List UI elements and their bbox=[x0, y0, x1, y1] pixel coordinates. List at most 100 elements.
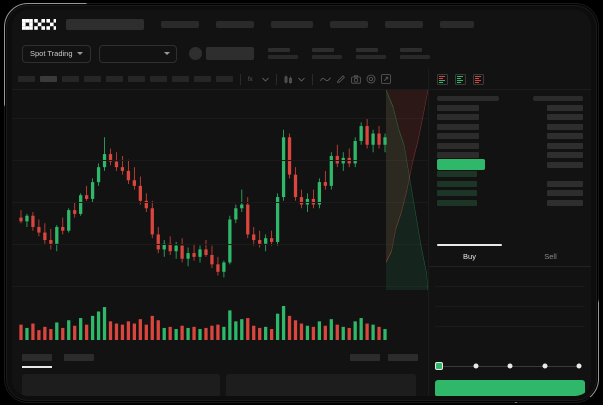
candle-body bbox=[258, 240, 262, 244]
nav-item-6[interactable] bbox=[440, 20, 474, 28]
order-field-2[interactable] bbox=[435, 287, 585, 307]
volume-bar bbox=[311, 326, 316, 340]
slider-stop-75[interactable] bbox=[542, 363, 547, 369]
nav-item-3[interactable] bbox=[271, 20, 313, 28]
bottom-action-2[interactable] bbox=[388, 353, 418, 361]
candlestick-chart[interactable] bbox=[12, 90, 428, 306]
okx-logo[interactable] bbox=[22, 18, 56, 30]
ticker-stat-value bbox=[267, 54, 298, 60]
candle-body bbox=[281, 137, 286, 198]
candle-body bbox=[228, 219, 232, 263]
amount-slider[interactable] bbox=[435, 360, 585, 372]
timeframe-button-9[interactable] bbox=[194, 76, 211, 82]
nav-item-5[interactable] bbox=[385, 20, 423, 28]
orderbook-ask-row[interactable] bbox=[437, 103, 583, 113]
trading-pair-select[interactable] bbox=[98, 44, 177, 63]
candle-body bbox=[252, 234, 256, 241]
volume-bar bbox=[329, 319, 333, 340]
global-search-input[interactable] bbox=[66, 18, 144, 30]
coin-avatar bbox=[188, 47, 202, 60]
indicators-button[interactable]: fx bbox=[248, 75, 257, 83]
tab-sell[interactable]: Sell bbox=[510, 247, 591, 266]
tab-buy[interactable]: Buy bbox=[429, 244, 510, 266]
timeframe-button-3[interactable] bbox=[62, 76, 79, 82]
bottom-tab-1[interactable] bbox=[22, 353, 52, 368]
nav-item-2[interactable] bbox=[216, 20, 254, 28]
orderbook-bid-row[interactable] bbox=[437, 189, 583, 199]
candle-body bbox=[90, 182, 95, 199]
order-field-3[interactable] bbox=[435, 307, 585, 327]
slider-handle[interactable] bbox=[435, 362, 443, 370]
slider-stop-100[interactable] bbox=[576, 363, 582, 369]
orderbook-bid-row[interactable] bbox=[437, 198, 583, 208]
volume-bar bbox=[180, 325, 184, 340]
buy-sell-tabs: Buy Sell bbox=[429, 244, 591, 267]
ask-price bbox=[437, 114, 479, 121]
timeframe-button-1[interactable] bbox=[18, 76, 35, 82]
timeframe-button-8[interactable] bbox=[172, 76, 189, 82]
volume-bar bbox=[216, 324, 220, 340]
slider-stop-50[interactable] bbox=[507, 363, 513, 369]
bottom-panel-1[interactable] bbox=[22, 374, 220, 396]
volume-bar bbox=[25, 327, 29, 340]
orderbook-bid-row[interactable] bbox=[437, 170, 583, 180]
orderbook-asks-icon[interactable] bbox=[473, 73, 484, 85]
orderbook-bid-row[interactable] bbox=[437, 179, 583, 189]
orderbook-ask-row[interactable] bbox=[437, 113, 583, 123]
candle-body bbox=[19, 217, 23, 222]
volume-bar bbox=[377, 326, 381, 340]
order-field-1[interactable] bbox=[435, 267, 585, 287]
chart-type-button[interactable] bbox=[284, 75, 293, 84]
volume-bar bbox=[293, 320, 298, 340]
timeframe-button-4[interactable] bbox=[84, 76, 101, 82]
spot-trading-label: Spot Trading bbox=[30, 49, 73, 58]
ask-amount bbox=[547, 142, 583, 149]
nav-item-1[interactable] bbox=[161, 20, 199, 28]
orderbook-icon-line bbox=[457, 75, 463, 77]
pencil-icon[interactable] bbox=[336, 74, 346, 84]
timeframe-button-7[interactable] bbox=[150, 76, 167, 82]
orderbook-ask-row[interactable] bbox=[437, 151, 583, 161]
trade-form: Buy Sell bbox=[429, 244, 591, 396]
chevron-down-icon bbox=[163, 52, 170, 55]
chart-type-chevron-icon[interactable] bbox=[298, 77, 305, 82]
orderbook-last-price-row[interactable] bbox=[437, 159, 583, 171]
fullscreen-icon[interactable] bbox=[381, 74, 391, 84]
ask-amount bbox=[547, 152, 583, 159]
candle-body bbox=[180, 245, 184, 259]
indicators-chevron-icon[interactable] bbox=[262, 77, 269, 82]
orderbook-ask-row[interactable] bbox=[437, 122, 583, 132]
spot-trading-dropdown[interactable]: Spot Trading bbox=[22, 44, 91, 63]
candle-body bbox=[365, 126, 369, 145]
volume-bar bbox=[198, 329, 202, 340]
timeframe-button-6[interactable] bbox=[128, 76, 145, 82]
timeframe-button-5[interactable] bbox=[106, 76, 123, 82]
nav-links bbox=[161, 20, 474, 28]
volume-bar bbox=[132, 323, 137, 340]
bottom-panel-2[interactable] bbox=[226, 374, 416, 396]
nav-item-4[interactable] bbox=[330, 20, 368, 28]
candle-body bbox=[174, 245, 178, 252]
toolbar-divider bbox=[276, 73, 277, 85]
candle-body bbox=[132, 180, 137, 186]
orderbook-ask-row[interactable] bbox=[437, 141, 583, 151]
depth-area bbox=[386, 90, 428, 263]
settings-icon[interactable] bbox=[366, 74, 376, 84]
orderbook-bids-icon[interactable] bbox=[455, 73, 466, 85]
bottom-action-1[interactable] bbox=[350, 353, 380, 361]
timeframe-button-10[interactable] bbox=[216, 76, 233, 82]
volume-bar bbox=[353, 321, 357, 340]
bottom-tab-2[interactable] bbox=[64, 353, 94, 361]
orderbook-ask-row[interactable] bbox=[437, 132, 583, 142]
timeframe-button-2[interactable] bbox=[40, 76, 57, 82]
candle-body bbox=[84, 195, 89, 199]
slider-stop-25[interactable] bbox=[473, 363, 478, 369]
ticker-stat-value bbox=[355, 54, 386, 60]
orderbook-panel: Buy Sell bbox=[428, 69, 591, 396]
orderbook-both-icon[interactable] bbox=[437, 73, 448, 85]
volume-bar bbox=[156, 320, 160, 340]
wave-icon[interactable] bbox=[320, 76, 331, 83]
ticker-stat-label bbox=[399, 47, 422, 53]
submit-buy-button[interactable] bbox=[435, 380, 585, 396]
camera-icon[interactable] bbox=[351, 74, 361, 84]
